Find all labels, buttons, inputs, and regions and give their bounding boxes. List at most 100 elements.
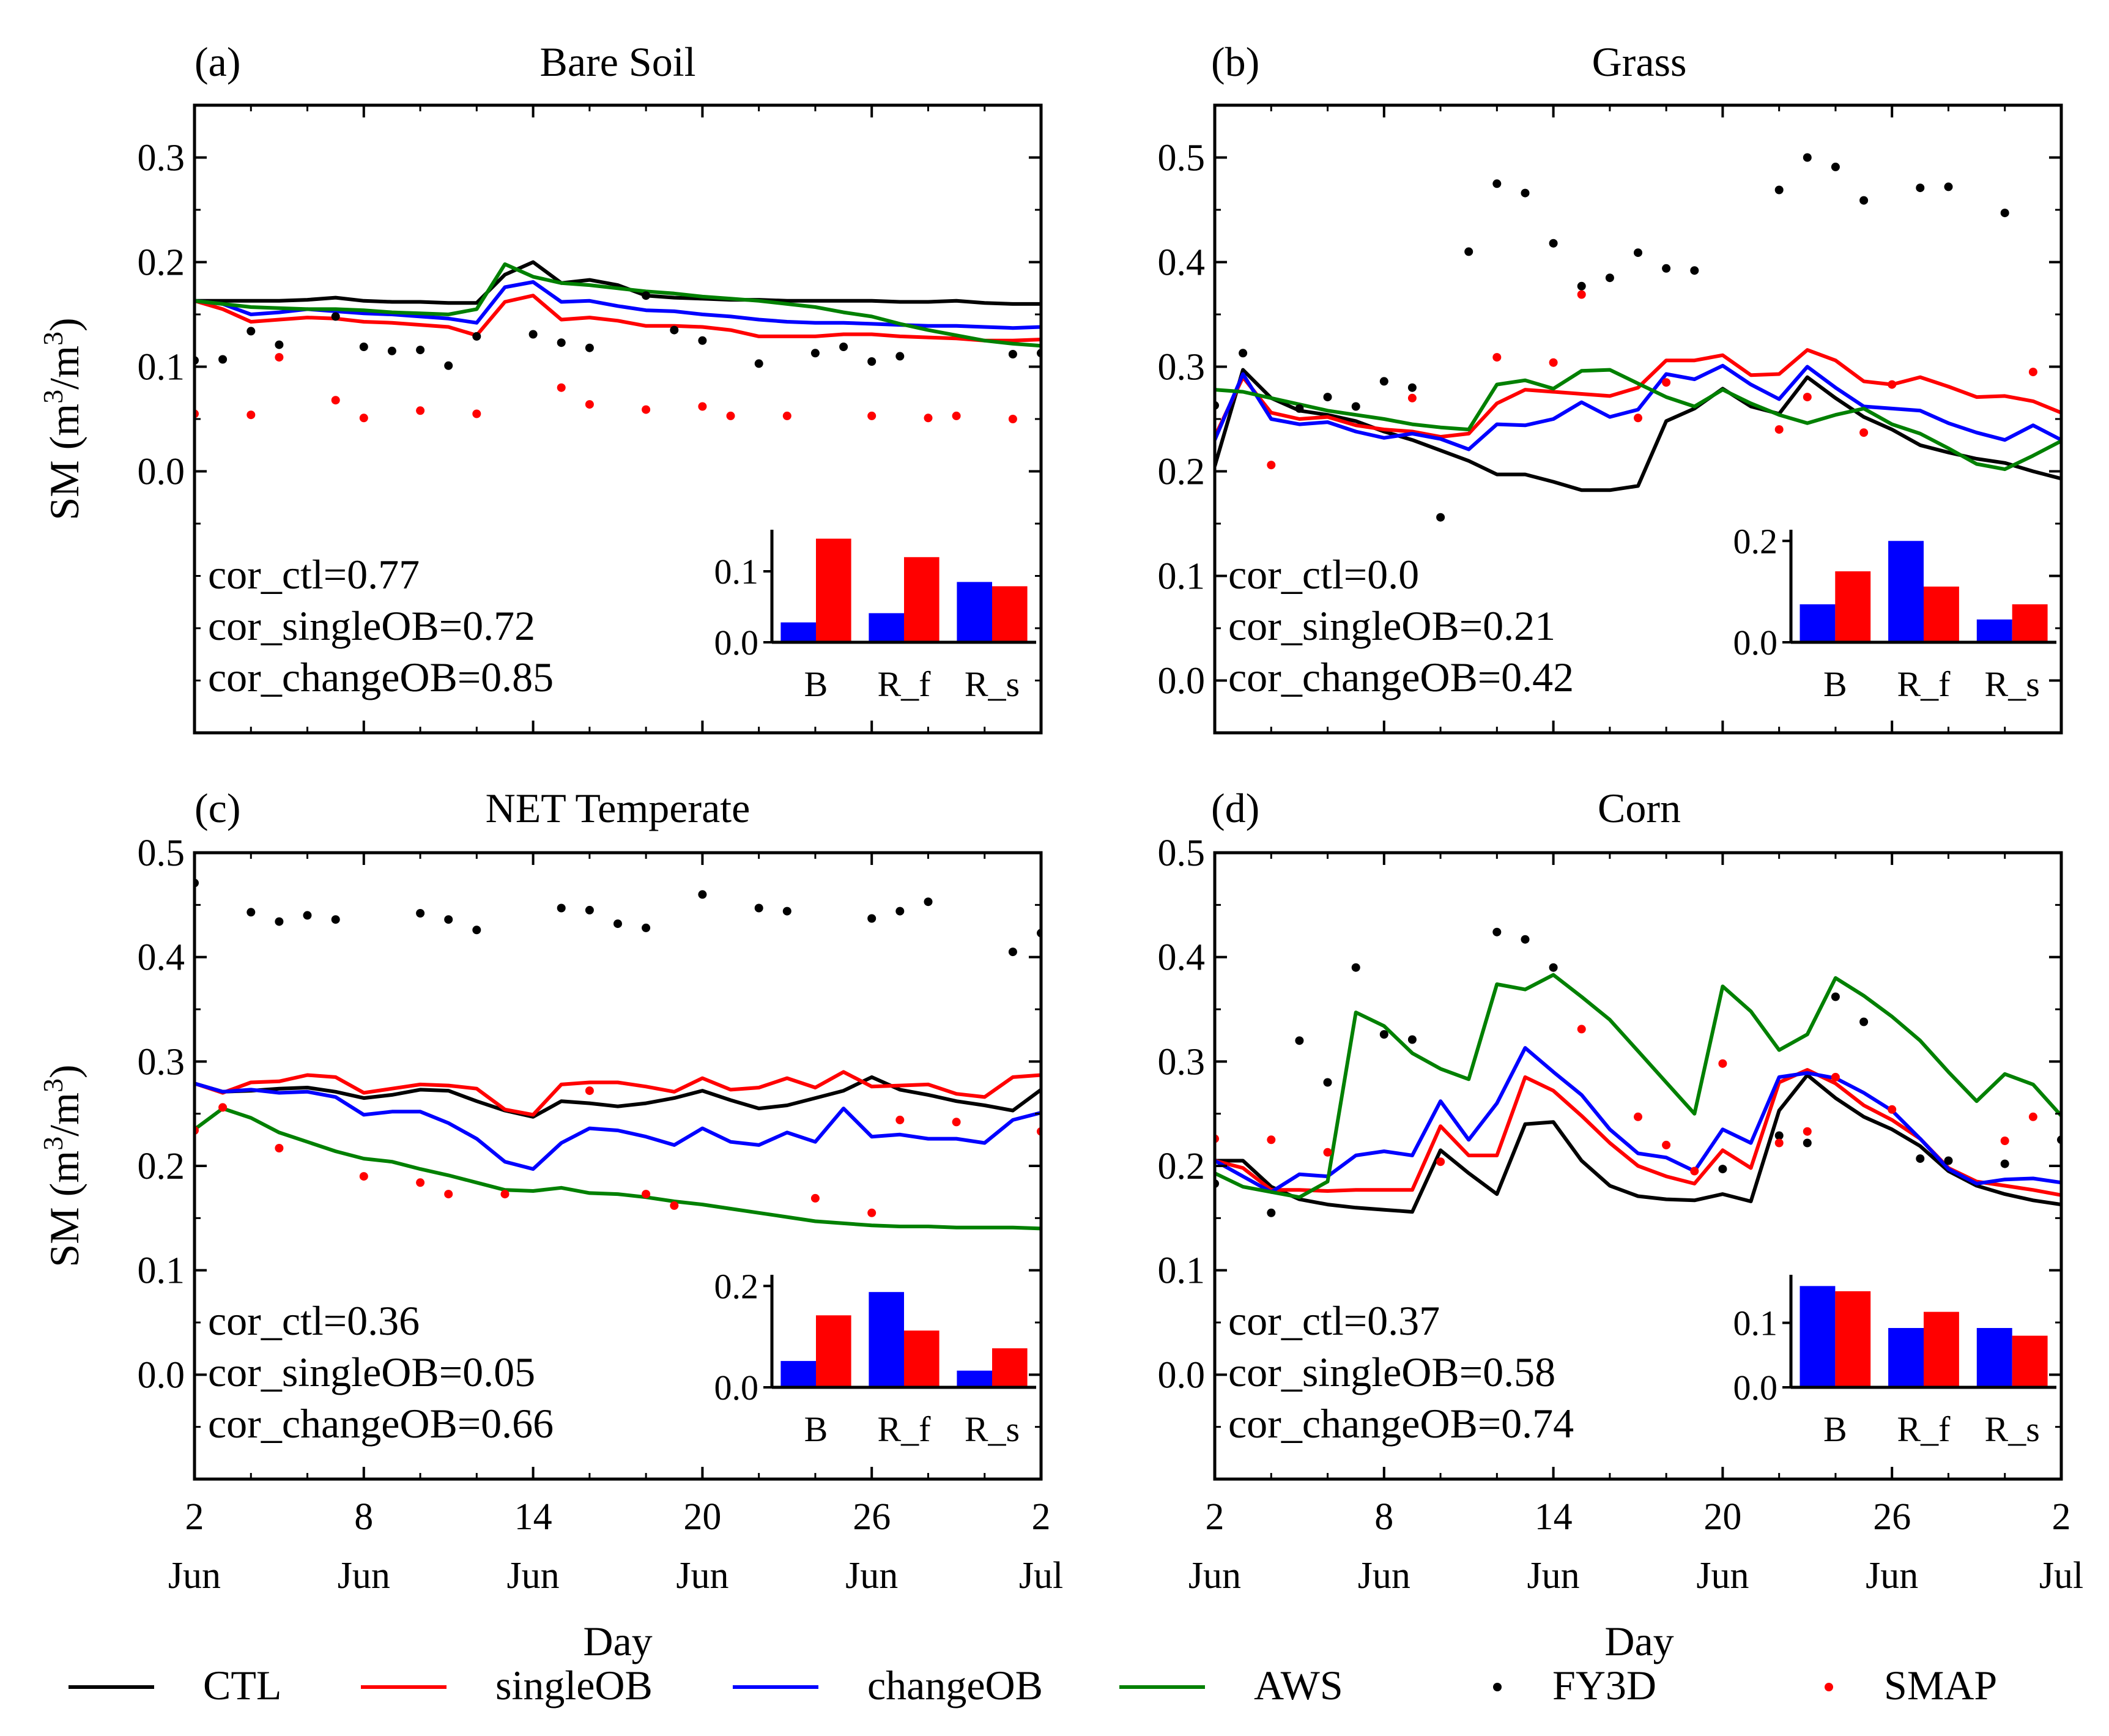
plot-area: 0.0 0.1 0.2 0.3 0.4 0.5 2 Jun 8 Jun 14 Jun 20 Jun 26 Ju… (37, 833, 1063, 1597)
inset-bar-singleOB (2012, 1335, 2048, 1387)
y-axis-label-sup: 3 (37, 1137, 69, 1151)
x-tick-label-day: 2 (1206, 1496, 1225, 1538)
inset-y-tick-label: 0.1 (1733, 1304, 1778, 1343)
point-SMAP (275, 353, 284, 362)
point-FY3D (867, 357, 877, 366)
series-line-changeOB (195, 1081, 1041, 1171)
point-SMAP (500, 1190, 510, 1199)
point-SMAP (359, 1172, 368, 1181)
y-tick-label: 0.5 (1158, 833, 1206, 874)
point-FY3D (557, 338, 566, 347)
legend: CTL singleOB changeOB AWS FY3D SMAP (69, 1662, 1997, 1708)
y-axis-label-sup: 3 (37, 390, 69, 404)
inset-bar-changeOB (957, 1370, 992, 1387)
inset-bar-changeOB (1888, 1328, 1924, 1387)
plot-area: 0.00.10.20.3SM (m3/m3)cor_ctl=0.77cor_si… (37, 103, 1043, 735)
y-axis-label-part: SM (m (41, 1151, 87, 1267)
y-tick-label: 0.1 (138, 347, 185, 388)
y-tick-label: 0.0 (1158, 661, 1206, 702)
panel-letter: (b) (1211, 39, 1259, 85)
point-FY3D (416, 909, 425, 918)
point-SMAP (670, 1201, 679, 1210)
inset-bar-changeOB (1976, 1328, 2012, 1387)
point-SMAP (359, 414, 368, 423)
point-SMAP (2000, 1137, 2009, 1145)
point-FY3D (1323, 1078, 1332, 1087)
point-FY3D (387, 346, 396, 355)
point-FY3D (1803, 153, 1812, 162)
panel-title: Grass (1592, 39, 1687, 85)
point-FY3D (1831, 162, 1840, 171)
correlation-text: cor_changeOB=0.85 (208, 654, 554, 700)
panel-letter: (d) (1211, 785, 1259, 831)
inset-bar-changeOB (869, 613, 904, 642)
x-tick-label-day: 26 (853, 1496, 891, 1538)
inset-bar-changeOB (1800, 1286, 1836, 1387)
point-SMAP (1634, 414, 1642, 423)
point-FY3D (1634, 248, 1642, 258)
y-axis-label-sup: 3 (37, 1078, 69, 1092)
point-SMAP (1831, 1072, 1840, 1081)
inset-bar-singleOB (816, 538, 851, 642)
point-FY3D (2000, 1159, 2009, 1168)
x-tick-label-day: 2 (185, 1496, 204, 1538)
point-FY3D (275, 917, 284, 926)
legend-swatch-FY3D (1493, 1683, 1502, 1691)
inset-bar-chart: B R_f R_s 0.0 0.1 (1733, 1275, 2056, 1449)
y-axis-label: SM (m3/m3) (37, 1064, 87, 1267)
y-axis-label-part: ) (41, 317, 87, 332)
inset-y-tick-label: 0.0 (1733, 623, 1778, 662)
y-tick-label: 0.2 (138, 1146, 185, 1187)
inset-bar-singleOB (904, 557, 940, 642)
point-FY3D (839, 343, 848, 351)
y-tick-label: 0.4 (1158, 937, 1206, 979)
point-FY3D (1407, 1035, 1417, 1044)
point-SMAP (642, 405, 651, 414)
plot-area: 0.0 0.1 0.2 0.3 0.4 0.5 cor_ctl=0.0 cor_singleO… (1158, 103, 2063, 735)
x-tick-label-day: 2 (1032, 1496, 1051, 1538)
point-FY3D (1944, 1156, 1953, 1165)
x-axis-label: Day (1604, 1618, 1673, 1664)
correlation-text: cor_ctl=0.36 (208, 1297, 420, 1344)
point-SMAP (275, 1144, 284, 1152)
point-FY3D (1662, 264, 1671, 273)
point-FY3D (1605, 273, 1614, 283)
point-FY3D (1351, 963, 1360, 972)
point-FY3D (1577, 281, 1586, 291)
x-tick-label-month: Jul (2039, 1555, 2083, 1597)
panel-title: Corn (1598, 785, 1681, 831)
point-FY3D (1295, 404, 1304, 413)
point-FY3D (1436, 513, 1445, 522)
plot-area: 0.0 0.1 0.2 0.3 0.4 0.5 2 Jun 8 Jun 14 Jun 20 Jun 26 Ju… (1158, 833, 2084, 1597)
series-line-AWS (1215, 973, 2061, 1200)
series-line-CTL (1215, 1073, 2061, 1214)
inset-category-label: B (1823, 664, 1847, 704)
inset-category-label: R_s (965, 1409, 1020, 1449)
correlation-text: cor_changeOB=0.42 (1228, 654, 1574, 700)
correlation-text: cor_singleOB=0.05 (208, 1349, 535, 1395)
legend-label-SMAP: SMAP (1884, 1662, 1997, 1708)
correlation-text: cor_changeOB=0.74 (1228, 1400, 1574, 1447)
y-tick-label: 0.2 (1158, 1146, 1206, 1187)
point-FY3D (924, 897, 933, 907)
point-FY3D (1549, 239, 1558, 248)
point-FY3D (557, 903, 566, 913)
point-FY3D (303, 911, 312, 920)
y-tick-label: 0.0 (138, 451, 185, 493)
point-FY3D (1859, 196, 1869, 205)
series-line-changeOB (1215, 1046, 2061, 1194)
x-tick-label-day: 20 (683, 1496, 721, 1538)
point-FY3D (585, 343, 594, 352)
y-tick-label: 0.4 (1158, 242, 1206, 284)
x-tick-label-month: Jun (1527, 1555, 1580, 1597)
point-SMAP (867, 411, 877, 420)
point-FY3D (331, 915, 340, 924)
inset-y-tick-label: 0.2 (1733, 521, 1778, 561)
legend-label-CTL: CTL (203, 1662, 281, 1708)
point-FY3D (1379, 377, 1388, 386)
inset-bar-changeOB (1888, 541, 1924, 642)
inset-y-tick-label: 0.0 (714, 1368, 759, 1408)
x-axis-label: Day (583, 1618, 652, 1664)
point-SMAP (1634, 1112, 1642, 1121)
panel-title: NET Temperate (486, 785, 751, 831)
